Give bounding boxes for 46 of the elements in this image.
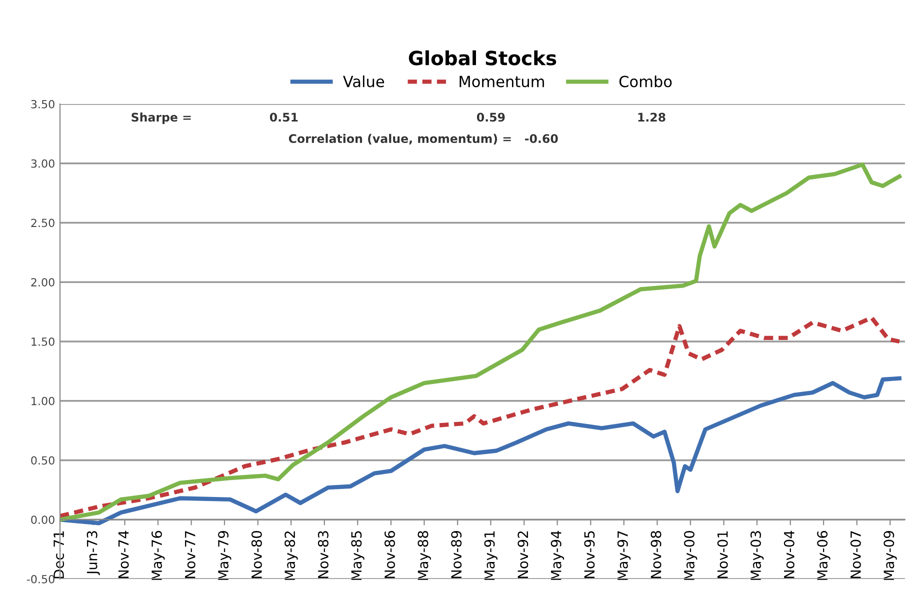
annotation: 0.59: [476, 112, 505, 122]
x-tick-label: May-94: [550, 530, 564, 580]
x-tick-label: Nov-01: [717, 531, 728, 578]
legend-label: Value: [343, 75, 384, 88]
x-tick-label: Nov-80: [251, 530, 262, 578]
x-tick-label: Jun-73: [86, 531, 100, 576]
x-tick-label: May-91: [484, 531, 498, 580]
x-tick-label: May-85: [351, 531, 364, 580]
x-tick-label: May-03: [750, 531, 764, 580]
line-series: [60, 376, 902, 526]
x-tick-label: May-09: [884, 531, 897, 580]
x-tick-label: May-79: [218, 531, 232, 580]
x-tick-label: Nov-95: [584, 531, 595, 578]
line-series: [60, 316, 902, 518]
x-tick-label: Nov-07: [850, 531, 861, 578]
y-tick-label: 0.00: [31, 516, 54, 524]
x-tick-label: Nov-83: [318, 531, 328, 578]
y-tick-label: 0.50: [31, 456, 54, 465]
x-tick-label: Nov-89: [451, 531, 462, 578]
annotation: Sharpe =: [132, 112, 191, 124]
x-tick-label: May-76: [152, 530, 165, 580]
annotation: Correlation (value, momentum) = -0.60: [288, 134, 558, 145]
x-tick-label: May-82: [284, 531, 298, 580]
y-tick-label: 1.00: [32, 396, 54, 406]
legend-label: Combo: [619, 75, 672, 88]
x-tick-label: Nov-77: [185, 531, 196, 578]
y-tick-label: 3.00: [31, 159, 54, 168]
annotation: 0.51: [270, 112, 298, 122]
line-series: [60, 162, 902, 522]
x-tick-label: Nov-92: [518, 531, 528, 578]
legend-label: Momentum: [460, 76, 544, 88]
x-tick-label: Nov-86: [384, 530, 396, 578]
x-tick-label: Nov-04: [784, 530, 794, 578]
y-tick-label: 1.50: [32, 337, 54, 346]
y-tick-label: 2.50: [31, 218, 54, 228]
y-tick-label: 2.00: [31, 278, 54, 287]
annotation: 1.28: [638, 112, 666, 122]
x-tick-label: May-06: [817, 530, 830, 580]
x-tick-label: May-97: [617, 531, 631, 580]
x-tick-label: Nov-74: [118, 530, 129, 578]
x-tick-label: May-00: [684, 530, 698, 580]
y-tick-label: 3.50: [31, 100, 54, 108]
y-tick-label: -0.50: [26, 574, 54, 584]
x-tick-label: May-88: [418, 530, 431, 580]
chart-title: Global Stocks: [408, 50, 556, 66]
x-tick-label: Nov-98: [650, 530, 662, 578]
